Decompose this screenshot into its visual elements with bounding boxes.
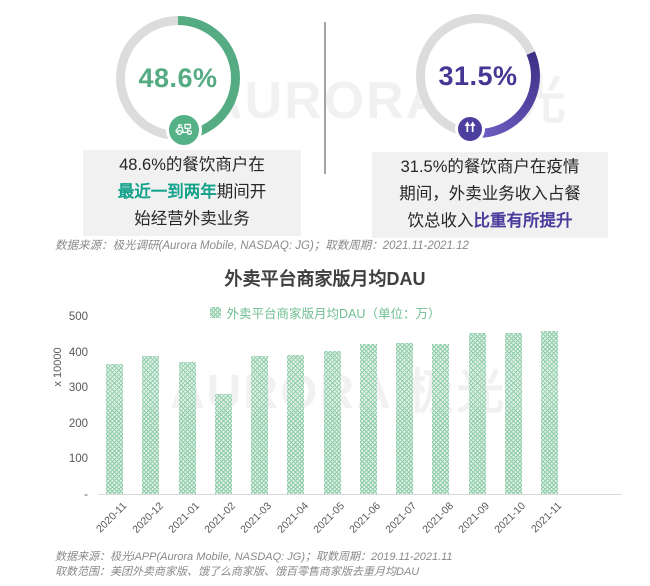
bar-2021-07	[396, 343, 413, 494]
x-tick-label: 2021-10	[492, 500, 529, 536]
x-tick-label: 2021-11	[529, 500, 565, 536]
bar-2021-11	[541, 331, 558, 494]
plain-text: 48.6%的餐饮商户在	[119, 156, 265, 174]
x-label-cell: 2021-06	[347, 499, 383, 539]
x-label-cell: 2021-04	[275, 499, 311, 539]
x-label-cell: 2021-09	[456, 499, 492, 539]
left-percent-value: 48.6%	[138, 62, 218, 93]
y-axis-ticks: 500 400 300 200 100 -	[60, 311, 88, 501]
stat-text-line: 期间，外卖业务收入占餐	[372, 181, 608, 208]
survey-source-note: 数据来源：极光调研(Aurora Mobile, NASDAQ: JG)；取数周…	[55, 240, 469, 252]
x-tick-label: 2021-06	[347, 500, 384, 536]
y-tick-label: 500	[68, 311, 88, 323]
x-label-cell: 2021-05	[311, 499, 347, 539]
bar-2021-08	[432, 344, 450, 494]
x-label-cell: 2021-11	[529, 499, 564, 539]
stat-text-line: 饮总收入比重有所提升	[372, 208, 608, 235]
x-label-cell: 2021-02	[202, 499, 238, 539]
bar-2020-12	[142, 355, 160, 494]
bar-2021-06	[359, 344, 377, 494]
bar-2021-10	[504, 333, 522, 494]
plain-text: 始经营外卖业务	[134, 210, 250, 228]
right-donut-badge	[455, 114, 485, 144]
x-tick-label: 2020-11	[94, 500, 130, 536]
chart-source-note: 数据来源：极光iAPP(Aurora Mobile, NASDAQ: JG)；取…	[55, 550, 453, 579]
bar-series	[106, 316, 558, 494]
highlighted-text: 比重有所提升	[473, 212, 573, 230]
stat-text-line: 31.5%的餐饮商户在疫情	[372, 154, 608, 181]
x-label-cell: 2021-08	[420, 499, 456, 539]
stat-text-line: 最近一到两年期间开	[83, 179, 301, 206]
bar-2021-05	[323, 350, 341, 494]
chart-legend: 外卖平台商家版月均DAU（单位：万）	[0, 303, 650, 322]
x-label-cell: 2020-11	[94, 499, 129, 539]
legend-label: 外卖平台商家版月均DAU（单位：万）	[226, 307, 441, 321]
double-up-arrow-icon	[462, 119, 478, 140]
x-tick-label: 2020-12	[129, 500, 166, 536]
plain-text: 期间，外卖业务收入占餐	[399, 185, 581, 203]
stat-text-line: 48.6%的餐饮商户在	[83, 152, 301, 179]
bar-2021-03	[251, 356, 268, 494]
y-tick-label: 400	[68, 346, 88, 359]
column-divider	[324, 22, 326, 174]
x-tick-label: 2021-01	[166, 500, 202, 536]
donut-right: 31.5%	[416, 14, 540, 144]
left-stat-description: 48.6%的餐饮商户在 最近一到两年期间开 始经营外卖业务	[83, 150, 301, 236]
bar-chart-plot	[98, 317, 622, 495]
y-tick-label: 100	[68, 453, 88, 466]
y-tick-label: 200	[68, 417, 88, 430]
x-label-cell: 2021-07	[384, 499, 420, 539]
x-axis-labels: 2020-11 2020-12 2021-01 2021-02 2021-03 2021-…	[94, 499, 564, 539]
x-label-cell: 2020-12	[130, 499, 166, 539]
left-donut-badge	[166, 112, 202, 148]
left-donut-center: 48.6%	[125, 25, 231, 131]
source-line-1: 数据来源：极光iAPP(Aurora Mobile, NASDAQ: JG)；取…	[55, 551, 453, 563]
x-tick-label: 2021-03	[238, 500, 275, 536]
right-donut-center: 31.5%	[425, 23, 531, 129]
delivery-scooter-icon	[174, 117, 195, 143]
bar-2021-04	[287, 355, 305, 494]
bar-2020-11	[106, 363, 123, 494]
plain-text: 期间开	[216, 183, 267, 201]
x-label-cell: 2021-10	[492, 499, 528, 539]
x-tick-label: 2021-02	[202, 500, 239, 536]
plain-text: 饮总收入	[407, 212, 474, 230]
x-label-cell: 2021-03	[239, 499, 275, 539]
x-tick-label: 2021-09	[456, 500, 492, 536]
x-tick-label: 2021-05	[311, 500, 347, 536]
y-tick-label: -	[84, 489, 88, 501]
x-tick-label: 2021-07	[383, 500, 420, 536]
stat-text-line: 始经营外卖业务	[83, 206, 301, 233]
plain-text: 31.5%的餐饮商户在疫情	[400, 158, 580, 176]
bar-2021-01	[178, 361, 196, 494]
legend-swatch-icon	[209, 307, 221, 318]
right-stat-description: 31.5%的餐饮商户在疫情 期间，外卖业务收入占餐饮总收入比重有所提升	[372, 152, 608, 238]
source-line-2: 取数范围：美团外卖商家版、饿了么商家版、饿百零售商家版去重月均DAU	[55, 565, 420, 578]
y-tick-label: 300	[68, 382, 88, 395]
chart-title: 外卖平台商家版月均DAU	[224, 269, 426, 289]
x-label-cell: 2021-01	[166, 499, 202, 539]
right-percent-value: 31.5%	[438, 60, 518, 91]
bar-2021-02	[214, 394, 232, 494]
x-tick-label: 2021-04	[274, 500, 311, 536]
highlighted-text: 最近一到两年	[117, 183, 217, 201]
donut-left: 48.6%	[116, 16, 240, 148]
x-tick-label: 2021-08	[419, 500, 456, 536]
bar-2021-09	[468, 333, 486, 494]
